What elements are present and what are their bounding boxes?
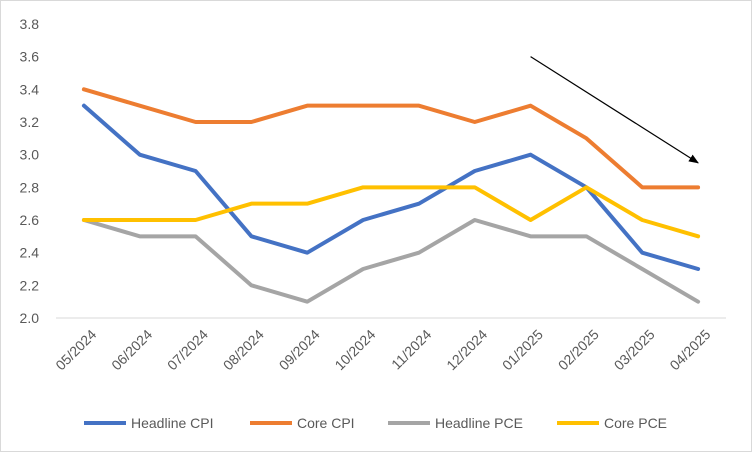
y-tick-label: 3.4 — [20, 81, 40, 97]
y-axis-ticks: 2.0 2.2 2.4 2.6 2.8 3.0 3.2 3.4 3.6 3.8 — [20, 16, 40, 326]
x-axis-ticks: 05/2024 06/2024 07/2024 08/2024 09/2024 10/20… — [52, 326, 713, 373]
y-tick-label: 2.0 — [20, 310, 40, 326]
series-line-headline-pce — [81, 218, 701, 304]
legend-label-core-cpi: Core CPI — [297, 415, 355, 431]
y-tick-label: 2.6 — [20, 212, 40, 228]
x-tick-label: 10/2024 — [331, 326, 378, 373]
x-tick-label: 08/2024 — [220, 326, 267, 373]
series-line-core-cpi — [81, 87, 701, 190]
trend-arrow — [530, 56, 699, 164]
y-tick-label: 2.4 — [20, 245, 40, 261]
legend-label-headline-cpi: Headline CPI — [131, 415, 214, 431]
legend: Headline CPI Core CPI Headline PCE Core PCE — [84, 415, 667, 431]
legend-label-headline-pce: Headline PCE — [435, 415, 523, 431]
x-tick-label: 04/2025 — [666, 326, 713, 373]
annotation-layer — [530, 56, 699, 164]
x-tick-label: 12/2024 — [443, 326, 490, 373]
x-tick-label: 05/2024 — [52, 326, 99, 373]
series-line-core-pce — [81, 185, 701, 239]
x-tick-label: 06/2024 — [108, 326, 155, 373]
series-layer — [81, 87, 701, 304]
x-tick-label: 11/2024 — [388, 326, 435, 373]
x-tick-label: 02/2025 — [555, 326, 602, 373]
y-tick-label: 3.0 — [20, 147, 40, 163]
y-tick-label: 3.2 — [20, 114, 40, 130]
x-tick-label: 09/2024 — [276, 326, 323, 373]
y-tick-label: 3.8 — [20, 16, 40, 32]
series-line-headline-cpi — [81, 103, 701, 271]
x-tick-label: 03/2025 — [611, 326, 658, 373]
legend-label-core-pce: Core PCE — [604, 415, 667, 431]
x-tick-label: 07/2024 — [164, 326, 211, 373]
x-tick-label: 01/2025 — [499, 326, 546, 373]
y-tick-label: 2.2 — [20, 277, 40, 293]
y-tick-label: 2.8 — [20, 179, 40, 195]
y-tick-label: 3.6 — [20, 49, 40, 65]
